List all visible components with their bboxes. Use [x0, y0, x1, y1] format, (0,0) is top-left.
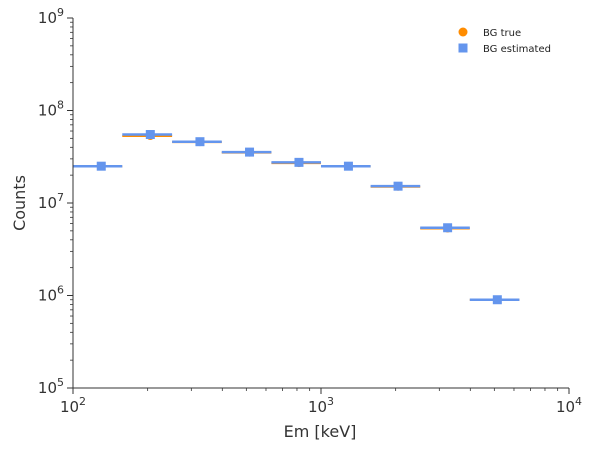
y-axis-label: Counts — [10, 175, 29, 231]
x-tick-label: 104 — [556, 395, 582, 416]
y-tick-label: 107 — [38, 191, 64, 212]
legend: BG true BG estimated — [458, 27, 551, 55]
bg-estimated-point — [96, 161, 106, 171]
bg-estimated-point — [393, 181, 403, 191]
bg-estimated-point — [443, 223, 453, 233]
x-tick-label: 102 — [60, 395, 86, 416]
y-tick-label: 109 — [38, 6, 64, 27]
legend-bg-true-marker — [458, 27, 468, 37]
x-tick-label: 103 — [308, 395, 334, 416]
bg-estimated-point — [294, 157, 304, 167]
legend-bg-estimated-marker — [458, 43, 468, 53]
y-tick-label: 108 — [38, 99, 64, 120]
bg-estimated-point — [245, 147, 255, 157]
bg-estimated-point — [492, 295, 502, 305]
y-tick-label: 106 — [38, 284, 64, 305]
bg-estimated-point — [343, 161, 353, 171]
bg-estimated-point — [145, 130, 155, 140]
plot-area — [73, 130, 520, 305]
bg-estimated-point — [195, 137, 205, 147]
legend-bg-estimated-label: BG estimated — [483, 44, 551, 55]
y-tick-label: 105 — [38, 376, 64, 397]
y-axis: 105 106 107 108 109 — [38, 6, 74, 397]
x-axis-label: Em [keV] — [284, 422, 357, 441]
x-axis: 102 103 104 — [60, 387, 582, 416]
legend-bg-true-label: BG true — [483, 28, 521, 39]
